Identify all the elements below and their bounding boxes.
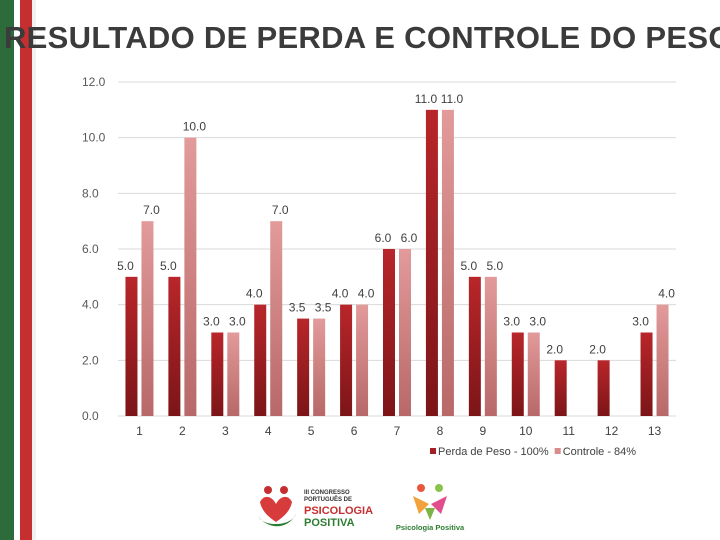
bar-s1-8 — [425, 109, 438, 416]
data-labels: 5.07.05.010.03.0 3.04.07.03.5 3.54.0 4.06.0… — [117, 92, 675, 357]
data-label-s2-8: 11.0 — [441, 92, 464, 106]
y-tick-label: 8.0 — [82, 186, 99, 200]
bar-s2-3 — [227, 332, 240, 416]
x-tick-label: 9 — [480, 424, 487, 438]
x-tick-label: 6 — [351, 424, 358, 438]
legend-label-2: Controle - 84% — [563, 446, 637, 458]
bar-s2-5 — [313, 318, 326, 416]
legend-swatch-1 — [430, 448, 436, 454]
bar-s1-7 — [383, 249, 395, 416]
flag-stripe-green — [0, 0, 14, 540]
x-tick-label: 1 — [136, 424, 143, 438]
axis-labels: 0.02.04.06.08.010.012.01 2 3 4 5 6 7 8 9 10 11 12 13 — [82, 75, 662, 438]
x-tick-label: 2 — [179, 424, 186, 438]
bar-s2-7 — [399, 249, 411, 416]
gridlines — [118, 81, 676, 417]
bar-s2-10 — [527, 332, 540, 416]
x-tick-label: 7 — [394, 424, 401, 438]
bar-s2-8 — [441, 109, 454, 416]
data-label-s2-13: 4.0 — [658, 287, 675, 301]
bar-s1-10 — [511, 332, 524, 416]
bar-s1-1 — [125, 276, 138, 416]
bars — [125, 109, 669, 416]
x-tick-label: 3 — [222, 424, 229, 438]
data-label-s2-9: 5.0 — [487, 259, 504, 273]
data-label-s1-11: 2.0 — [546, 342, 563, 356]
bar-s1-9 — [468, 276, 481, 416]
data-label-s1-12: 2.0 — [589, 342, 606, 356]
data-label-s1-13: 3.0 — [632, 315, 649, 329]
y-tick-label: 4.0 — [82, 298, 99, 312]
bar-s2-6 — [356, 304, 369, 416]
bar-s2-2 — [184, 137, 197, 416]
legend-label-1: Perda de Peso - 100% — [438, 446, 549, 458]
bar-s1-3 — [211, 332, 224, 416]
slide-title: RESULTADO DE PERDA E CONTROLE DO PESO — [4, 20, 720, 55]
data-label-s2-4: 7.0 — [272, 203, 289, 217]
y-tick-label: 12.0 — [82, 75, 106, 89]
flag-stripe-red — [20, 0, 32, 540]
bar-s2-4 — [270, 221, 283, 416]
legend: Perda de Peso - 100% Controle - 84% — [430, 446, 636, 458]
data-label-s2-5: 3.5 — [315, 301, 332, 315]
logo-text: Psicologia Positiva — [396, 523, 465, 532]
logo-line-2: PORTUGUÊS DE — [304, 495, 352, 503]
bar-s1-2 — [168, 276, 181, 416]
y-tick-label: 2.0 — [82, 353, 99, 367]
congresso-logo: III CONGRESSO PORTUGUÊS DE PSICOLOGIA PO… — [258, 486, 373, 529]
flag-stripe-edge — [32, 0, 36, 540]
bar-s1-12 — [597, 360, 610, 416]
data-label-s2-10: 3.0 — [529, 315, 546, 329]
bar-s2-9 — [484, 276, 497, 416]
data-label-s1-3: 3.0 — [203, 315, 220, 329]
bar-s1-6 — [340, 304, 353, 416]
y-tick-label: 10.0 — [82, 131, 106, 145]
x-tick-label: 12 — [605, 424, 619, 438]
flag-stripe-white — [14, 0, 20, 540]
x-tick-label: 4 — [265, 424, 272, 438]
bar-s2-13 — [656, 304, 669, 416]
bar-s1-4 — [254, 304, 267, 416]
y-tick-label: 0.0 — [82, 409, 99, 423]
heart-figure-icon — [258, 486, 296, 527]
bar-s1-13 — [640, 332, 653, 416]
data-label-s1-5: 3.5 — [289, 301, 306, 315]
x-tick-label: 13 — [648, 424, 662, 438]
logo-line-4: POSITIVA — [304, 517, 355, 529]
data-label-s1-10: 3.0 — [503, 315, 520, 329]
data-label-s2-2: 10.0 — [183, 120, 207, 134]
data-label-s2-6: 4.0 — [358, 287, 375, 301]
people-figure-icon — [413, 484, 447, 520]
logo-line-1: III CONGRESSO — [304, 490, 350, 496]
y-tick-label: 6.0 — [82, 242, 99, 256]
legend-swatch-2 — [554, 448, 561, 454]
x-tick-label: 8 — [437, 424, 444, 438]
bar-s1-5 — [297, 318, 310, 416]
x-tick-label: 10 — [519, 424, 533, 438]
data-label-s1-1: 5.0 — [117, 259, 134, 273]
data-label-s1-7: 6.0 — [375, 231, 392, 245]
bar-chart: 5.07.05.010.03.0 3.04.07.03.5 3.54.0 4.06.0… — [82, 75, 676, 458]
data-label-s1-2: 5.0 — [160, 259, 177, 273]
bar-s1-11 — [554, 360, 567, 416]
data-label-s1-8: 11.0 — [415, 92, 438, 106]
logo-line-3: PSICOLOGIA — [304, 505, 373, 517]
x-tick-label: 5 — [308, 424, 315, 438]
data-label-s2-1: 7.0 — [143, 203, 160, 217]
data-label-s1-4: 4.0 — [246, 287, 263, 301]
bar-s2-1 — [141, 221, 154, 416]
psicologia-positiva-logo: Psicologia Positiva — [396, 484, 465, 532]
data-label-s1-9: 5.0 — [461, 259, 478, 273]
data-label-s2-7: 6.0 — [401, 231, 418, 245]
x-tick-label: 11 — [562, 424, 575, 438]
data-label-s2-3: 3.0 — [229, 315, 246, 329]
data-label-s1-6: 4.0 — [332, 287, 349, 301]
